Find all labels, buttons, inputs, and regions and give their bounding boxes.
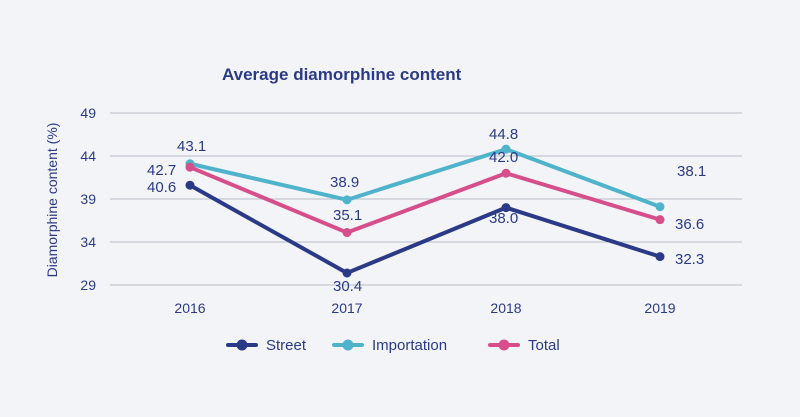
y-tick-label: 34 <box>80 234 96 250</box>
y-tick-label: 49 <box>80 105 96 121</box>
y-tick-label: 29 <box>80 277 96 293</box>
chart-title: Average diamorphine content <box>222 65 462 84</box>
y-tick-labels: 29 34 39 44 49 <box>80 105 96 293</box>
data-label-street: 32.3 <box>675 251 704 268</box>
data-label-importation: 43.1 <box>177 138 206 155</box>
legend-item-street: Street <box>226 337 307 354</box>
data-point-total <box>655 215 665 225</box>
series-line-street <box>188 183 662 275</box>
data-point-total <box>342 228 352 238</box>
legend-label: Street <box>266 337 307 354</box>
data-point-importation <box>655 202 665 212</box>
x-tick-labels: 2016 2017 2018 2019 <box>174 300 675 316</box>
series-layer <box>185 144 665 278</box>
legend-label: Total <box>528 337 560 354</box>
data-point-street <box>185 180 195 190</box>
x-tick-label: 2016 <box>174 300 205 316</box>
legend-item-importation: Importation <box>332 337 447 354</box>
data-point-importation <box>501 144 511 154</box>
data-label-street: 30.4 <box>333 278 362 295</box>
legend-item-total: Total <box>488 337 560 354</box>
y-axis-label: Diamorphine content (%) <box>44 123 60 278</box>
data-labels: 40.6 30.4 38.0 32.3 43.1 38.9 44.8 38.1 42.7 35.1… <box>147 126 706 295</box>
data-point-total <box>501 168 511 178</box>
data-point-street <box>655 252 665 262</box>
series-line-importation <box>188 147 662 209</box>
data-label-total: 42.0 <box>489 149 518 166</box>
data-label-importation: 44.8 <box>489 126 518 143</box>
y-tick-label: 44 <box>80 148 96 164</box>
x-tick-label: 2019 <box>644 300 675 316</box>
x-tick-label: 2018 <box>490 300 521 316</box>
series-line-total <box>188 165 662 235</box>
data-label-total: 36.6 <box>675 216 704 233</box>
data-label-importation: 38.1 <box>677 163 706 180</box>
data-point-total <box>185 162 195 172</box>
legend-swatch-marker <box>236 339 248 351</box>
data-point-street <box>342 268 352 278</box>
legend: Street Importation Total <box>226 337 560 354</box>
data-label-street: 40.6 <box>147 179 176 196</box>
y-tick-label: 39 <box>80 191 96 207</box>
data-point-street <box>501 203 511 213</box>
legend-label: Importation <box>372 337 447 354</box>
data-label-total: 35.1 <box>333 207 362 224</box>
data-point-importation <box>342 195 352 205</box>
data-label-street: 38.0 <box>489 210 518 227</box>
x-tick-label: 2017 <box>331 300 362 316</box>
legend-swatch-marker <box>342 339 354 351</box>
data-label-total: 42.7 <box>147 162 176 179</box>
data-label-importation: 38.9 <box>330 174 359 191</box>
legend-swatch-marker <box>498 339 510 351</box>
